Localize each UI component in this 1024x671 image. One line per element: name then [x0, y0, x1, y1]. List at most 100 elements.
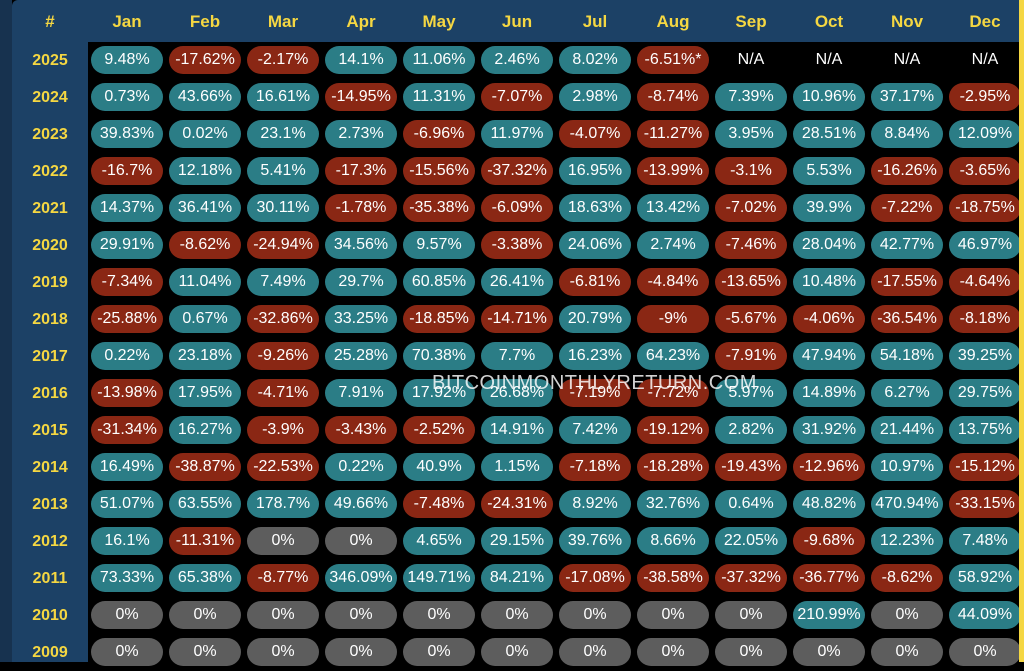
- return-cell: 39.9%: [793, 194, 865, 222]
- return-cell: 0%: [715, 601, 787, 629]
- return-cell: -7.19%: [559, 379, 631, 407]
- return-cell: 70.38%: [403, 342, 475, 370]
- column-header[interactable]: Jul: [582, 12, 608, 31]
- return-cell: -11.31%: [169, 527, 241, 555]
- return-cell: 8.84%: [871, 120, 943, 148]
- return-cell: 16.61%: [247, 83, 319, 111]
- year-label: 2018: [32, 311, 68, 328]
- return-cell: 30.11%: [247, 194, 319, 222]
- return-cell: -18.28%: [637, 453, 709, 481]
- return-cell: 0%: [481, 638, 553, 666]
- return-cell: 39.83%: [91, 120, 163, 148]
- return-cell: -12.96%: [793, 453, 865, 481]
- return-cell: 29.15%: [481, 527, 553, 555]
- return-cell: 2.98%: [559, 83, 631, 111]
- return-cell: -37.32%: [481, 157, 553, 185]
- column-header[interactable]: Sep: [735, 12, 767, 31]
- return-cell: 0%: [871, 601, 943, 629]
- column-header[interactable]: Dec: [969, 12, 1001, 31]
- return-cell: 0%: [325, 638, 397, 666]
- column-header[interactable]: Mar: [267, 12, 299, 31]
- column-header[interactable]: Oct: [814, 12, 844, 31]
- return-cell: 0%: [403, 601, 475, 629]
- return-cell: 7.91%: [325, 379, 397, 407]
- return-cell: 73.33%: [91, 564, 163, 592]
- return-cell: -11.27%: [637, 120, 709, 148]
- return-cell: 54.18%: [871, 342, 943, 370]
- return-cell: 29.75%: [949, 379, 1021, 407]
- return-cell: 0%: [169, 638, 241, 666]
- return-cell: 1.15%: [481, 453, 553, 481]
- return-cell: -2.95%: [949, 83, 1021, 111]
- return-cell: 17.95%: [169, 379, 241, 407]
- return-cell: 28.04%: [793, 231, 865, 259]
- return-cell: -4.84%: [637, 268, 709, 296]
- return-cell: 2.46%: [481, 46, 553, 74]
- year-label: 2009: [32, 644, 68, 661]
- return-cell: -38.87%: [169, 453, 241, 481]
- return-cell: 26.41%: [481, 268, 553, 296]
- return-cell: 39.25%: [949, 342, 1021, 370]
- return-cell: 210.99%: [793, 601, 865, 629]
- return-cell: -8.74%: [637, 83, 709, 111]
- scrollbar[interactable]: [1019, 0, 1024, 662]
- return-cell: -4.07%: [559, 120, 631, 148]
- year-label: 2014: [32, 459, 68, 476]
- return-cell: 16.23%: [559, 342, 631, 370]
- year-label: 2015: [32, 422, 68, 439]
- column-header[interactable]: Aug: [656, 12, 690, 31]
- return-cell: -15.56%: [403, 157, 475, 185]
- return-cell: 0%: [715, 638, 787, 666]
- table-header: # Jan Feb Mar Apr May Jun Jul Aug Sep Oct Nov Dec: [12, 0, 1024, 42]
- return-cell: -14.71%: [481, 305, 553, 333]
- year-label: 2025: [32, 52, 68, 69]
- return-cell: 21.44%: [871, 416, 943, 444]
- column-header[interactable]: Feb: [189, 12, 221, 31]
- header-corner: #: [45, 12, 55, 31]
- return-cell: 11.31%: [403, 83, 475, 111]
- column-header[interactable]: Jun: [501, 12, 533, 31]
- year-label: 2010: [32, 607, 68, 624]
- return-cell: 43.66%: [169, 83, 241, 111]
- return-cell: 20.79%: [559, 305, 631, 333]
- return-cell: -6.51%*: [637, 46, 709, 74]
- return-cell: 0.67%: [169, 305, 241, 333]
- return-cell: -15.12%: [949, 453, 1021, 481]
- column-header[interactable]: Nov: [890, 12, 924, 31]
- return-cell: 64.23%: [637, 342, 709, 370]
- return-cell: 24.06%: [559, 231, 631, 259]
- return-cell: 0.73%: [91, 83, 163, 111]
- year-label: 2017: [32, 348, 68, 365]
- return-cell: -36.54%: [871, 305, 943, 333]
- return-cell: -7.91%: [715, 342, 787, 370]
- return-cell: 0%: [637, 638, 709, 666]
- return-cell: 33.25%: [325, 305, 397, 333]
- return-cell: -19.12%: [637, 416, 709, 444]
- return-cell: 18.63%: [559, 194, 631, 222]
- return-cell: 39.76%: [559, 527, 631, 555]
- return-cell: 4.65%: [403, 527, 475, 555]
- return-cell: 31.92%: [793, 416, 865, 444]
- return-cell: 49.66%: [325, 490, 397, 518]
- return-cell: -3.38%: [481, 231, 553, 259]
- return-cell: 11.97%: [481, 120, 553, 148]
- column-header[interactable]: Apr: [346, 12, 376, 31]
- return-cell: 9.48%: [91, 46, 163, 74]
- return-cell: -3.43%: [325, 416, 397, 444]
- return-cell: 0.22%: [91, 342, 163, 370]
- return-cell: 26.68%: [481, 379, 553, 407]
- return-cell: -6.81%: [559, 268, 631, 296]
- return-cell: 34.56%: [325, 231, 397, 259]
- return-cell: 25.28%: [325, 342, 397, 370]
- return-cell: 40.9%: [403, 453, 475, 481]
- return-cell: 2.73%: [325, 120, 397, 148]
- year-label: 2013: [32, 496, 68, 513]
- return-cell: 5.41%: [247, 157, 319, 185]
- column-header[interactable]: May: [422, 12, 456, 31]
- return-cell: -9.26%: [247, 342, 319, 370]
- return-cell: -13.98%: [91, 379, 163, 407]
- column-header[interactable]: Jan: [112, 12, 142, 31]
- return-cell: 5.97%: [715, 379, 787, 407]
- return-cell: 16.49%: [91, 453, 163, 481]
- return-cell: -17.08%: [559, 564, 631, 592]
